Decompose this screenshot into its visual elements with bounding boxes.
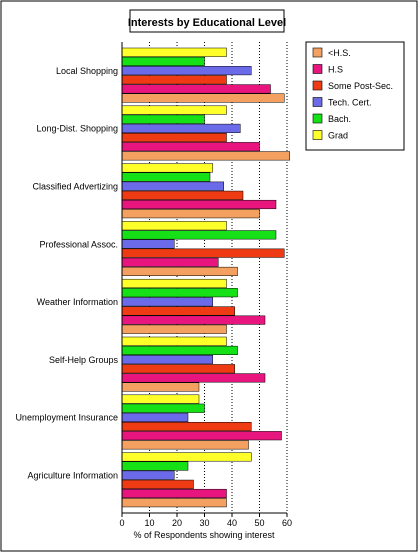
x-tick-label: 50 <box>254 518 264 528</box>
legend-label: Grad <box>328 131 348 141</box>
x-axis-label: % of Respondents showing interest <box>133 530 275 540</box>
legend-label: Some Post-Sec. <box>328 81 393 91</box>
bar <box>121 209 260 219</box>
bar <box>121 488 227 499</box>
category-label: Weather Information <box>37 297 118 307</box>
bar <box>121 403 205 413</box>
bar <box>121 230 277 240</box>
legend-box <box>305 41 405 151</box>
bar <box>121 373 266 383</box>
bar <box>121 470 175 480</box>
legend-swatch <box>312 64 323 74</box>
category-label: Long-Dist. Shopping <box>36 124 118 134</box>
x-tick-label: 10 <box>144 518 154 528</box>
category-label: Unemployment Insurance <box>15 413 118 423</box>
bar <box>121 181 224 191</box>
bar <box>121 114 205 124</box>
bar <box>121 151 290 161</box>
bar <box>121 93 285 103</box>
bar <box>121 84 271 94</box>
plot-area: Local Shopping Long-Dist. Shopping Classif… <box>15 42 292 528</box>
x-tick-label: 60 <box>282 518 292 528</box>
legend-swatch <box>312 80 323 91</box>
bar <box>121 142 260 152</box>
bar <box>121 288 238 298</box>
bar <box>121 56 205 67</box>
bar <box>121 422 252 432</box>
legend-swatch <box>312 47 323 58</box>
category-label: Professional Assoc. <box>39 239 118 249</box>
bar <box>121 498 227 508</box>
bar <box>121 133 227 143</box>
category-label: Classified Advertizing <box>32 182 118 192</box>
category-label: Agriculture Information <box>27 471 118 481</box>
bar <box>121 257 219 267</box>
bar <box>121 248 285 258</box>
bar <box>121 345 238 355</box>
legend-label: Tech. Cert. <box>328 98 372 108</box>
bar <box>121 355 213 365</box>
chart-title: Interests by Educational Level <box>128 17 286 29</box>
legend-label: H.S <box>328 65 343 75</box>
x-tick-label: 20 <box>172 518 182 528</box>
bar <box>121 461 189 471</box>
bar <box>121 306 235 316</box>
category-label: Self-Help Groups <box>49 355 119 365</box>
bar <box>121 278 227 289</box>
bar <box>121 66 252 76</box>
legend-swatch <box>312 97 323 107</box>
bar <box>121 190 244 200</box>
bar <box>121 382 200 392</box>
bar <box>121 431 282 441</box>
bar <box>121 297 213 307</box>
bar <box>121 199 277 210</box>
bar <box>121 364 235 374</box>
bar <box>121 172 211 182</box>
x-tick-label: 40 <box>227 518 237 528</box>
legend-swatch <box>312 130 323 140</box>
bar <box>121 412 189 422</box>
bar <box>121 440 249 450</box>
bar <box>121 315 266 325</box>
bar <box>121 123 241 133</box>
bar <box>121 394 200 404</box>
bar <box>121 105 227 115</box>
x-tick-label: 0 <box>119 518 124 528</box>
bar <box>121 221 227 231</box>
legend: <H.S. H.S Some Post-Sec. Tech. Cert. Bach. Gr… <box>312 47 393 141</box>
bar <box>121 239 175 249</box>
bar <box>121 163 213 173</box>
legend-label: Bach. <box>328 114 351 124</box>
legend-swatch <box>312 113 323 124</box>
bar <box>121 452 252 462</box>
bar <box>121 75 227 85</box>
bar <box>121 47 227 57</box>
x-tick-label: 30 <box>199 518 209 528</box>
legend-label: <H.S. <box>328 48 351 58</box>
chart-title-box <box>129 9 285 33</box>
bar <box>121 324 227 334</box>
category-label: Local Shopping <box>56 66 118 76</box>
bar <box>121 336 227 346</box>
bar <box>121 266 238 276</box>
bar <box>121 479 194 489</box>
